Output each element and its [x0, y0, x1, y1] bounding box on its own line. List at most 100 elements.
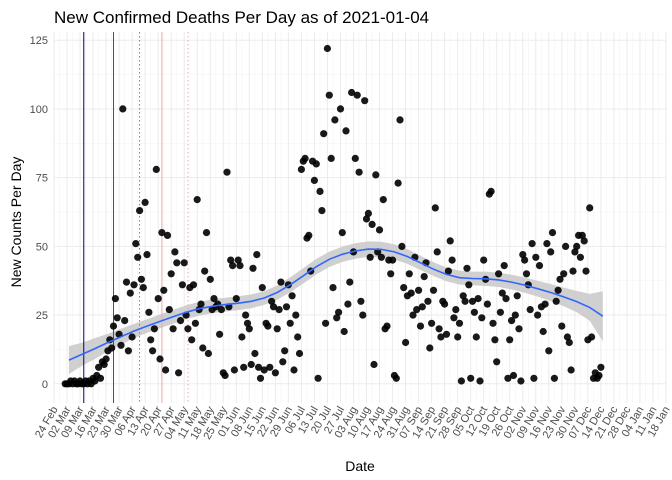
data-point [297, 165, 305, 173]
data-point [113, 314, 121, 322]
data-point [467, 374, 475, 382]
data-point [515, 325, 523, 333]
data-point [333, 314, 341, 322]
data-point [483, 300, 491, 308]
y-tick-label: 125 [30, 35, 48, 47]
data-point [552, 297, 560, 305]
data-point [335, 308, 343, 316]
data-point [154, 295, 162, 303]
data-point [91, 377, 99, 385]
data-point [361, 97, 369, 105]
data-point [150, 325, 158, 333]
data-point [556, 275, 564, 283]
data-point [310, 176, 318, 184]
data-point [344, 300, 352, 308]
data-point [141, 198, 149, 206]
data-point [372, 171, 380, 179]
data-point [271, 369, 279, 377]
data-point [550, 374, 559, 382]
data-point [346, 278, 354, 286]
data-point [560, 270, 568, 278]
data-point [342, 127, 350, 135]
data-point [474, 295, 482, 303]
data-point [282, 303, 291, 311]
data-point [193, 196, 201, 204]
data-point [338, 229, 346, 237]
data-point [415, 286, 423, 294]
data-point [504, 374, 512, 382]
data-point [234, 256, 242, 264]
data-point [418, 303, 426, 311]
data-point [221, 371, 229, 380]
data-point [206, 275, 214, 283]
data-point [301, 154, 309, 162]
data-point [329, 284, 337, 292]
data-point [229, 262, 237, 270]
data-point [210, 295, 218, 303]
data-point [573, 242, 581, 250]
data-point [534, 311, 542, 319]
data-point [111, 295, 119, 303]
data-point [122, 278, 131, 286]
data-point [253, 251, 261, 259]
data-point [353, 91, 361, 99]
data-point [305, 231, 313, 239]
data-point [487, 187, 495, 195]
data-point [595, 371, 603, 380]
reference-lines [83, 32, 189, 403]
data-point [431, 204, 439, 212]
data-point [158, 229, 166, 237]
data-point [189, 281, 198, 289]
data-point [249, 264, 257, 272]
data-point [247, 360, 255, 369]
data-point [558, 322, 566, 330]
data-point [279, 358, 287, 366]
data-point [452, 306, 460, 314]
data-point [312, 160, 320, 168]
data-point [377, 253, 385, 261]
data-point [355, 168, 363, 176]
data-point [318, 207, 326, 215]
data-point [565, 338, 573, 347]
data-point [100, 360, 108, 369]
data-point [383, 322, 391, 330]
data-point [137, 275, 145, 283]
data-point [322, 319, 330, 327]
data-point [143, 251, 151, 259]
data-point [227, 256, 235, 264]
data-point [461, 297, 469, 305]
data-point [119, 105, 127, 113]
data-point [139, 284, 147, 292]
data-point [413, 306, 421, 314]
data-point [368, 220, 376, 228]
data-point [281, 347, 289, 355]
data-point [202, 229, 211, 237]
data-point [576, 253, 585, 261]
data-point [357, 297, 365, 305]
data-point [217, 306, 225, 314]
data-point [454, 333, 462, 341]
data-point [457, 377, 465, 385]
data-point [258, 284, 266, 292]
data-point [433, 248, 441, 256]
data-point [442, 330, 451, 338]
data-point [197, 300, 205, 308]
data-point [256, 374, 265, 382]
data-point [130, 281, 138, 289]
data-point [95, 363, 103, 371]
data-point [448, 256, 456, 264]
data-point [554, 286, 562, 294]
data-point [230, 366, 238, 374]
data-point [109, 322, 118, 330]
data-point [245, 325, 253, 333]
data-point [294, 333, 302, 341]
data-point [407, 289, 415, 297]
confidence-band-area [68, 241, 603, 375]
data-point [223, 168, 231, 176]
data-point [547, 248, 555, 256]
data-point [175, 369, 183, 377]
confidence-band [68, 241, 603, 375]
data-point [266, 363, 274, 371]
data-point [506, 336, 514, 344]
